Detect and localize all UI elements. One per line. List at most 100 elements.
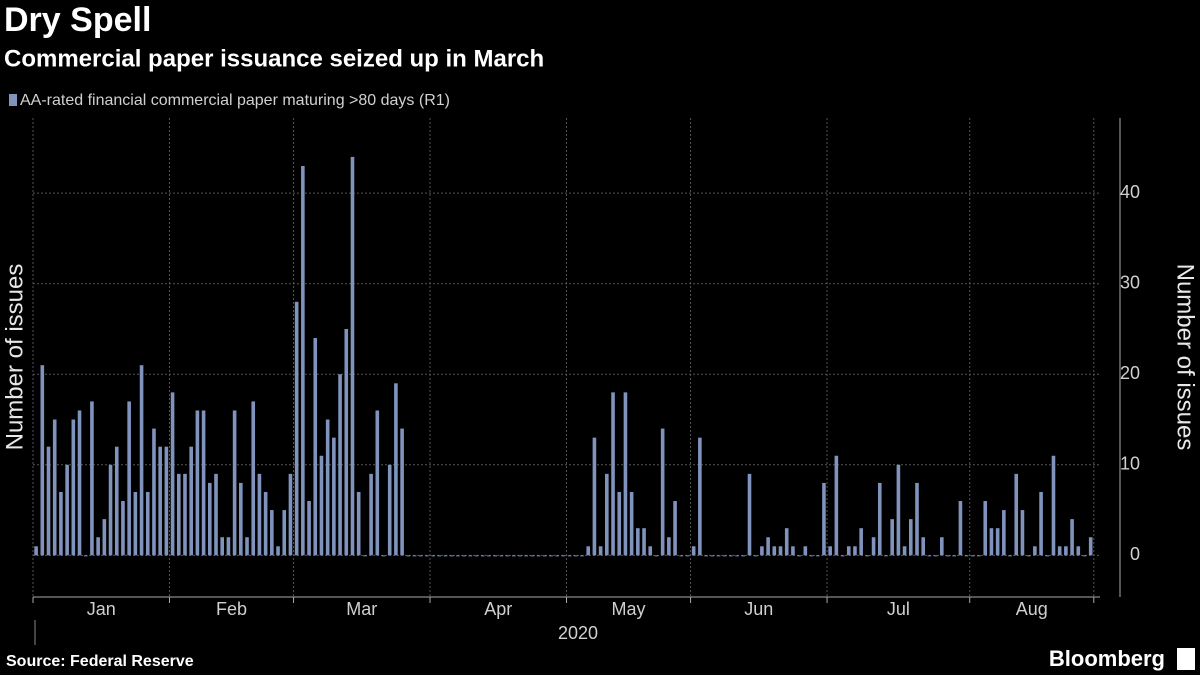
bar <box>152 428 156 556</box>
bar <box>890 519 894 556</box>
bar <box>735 555 739 557</box>
x-tick-label: Mar <box>346 599 377 619</box>
bar <box>753 555 758 557</box>
y-axis-label: Number of issues <box>1 264 28 451</box>
bar <box>301 165 305 556</box>
bar <box>505 555 510 557</box>
bar <box>1076 546 1081 556</box>
bar <box>207 482 212 556</box>
bar <box>418 555 423 557</box>
bar <box>629 491 634 556</box>
bar <box>83 555 88 557</box>
bar <box>108 464 113 556</box>
bar <box>896 464 901 556</box>
bar <box>282 510 287 556</box>
brand-icon <box>1177 648 1195 670</box>
bar <box>425 555 429 557</box>
bar <box>263 491 268 556</box>
bar <box>71 419 76 556</box>
bar <box>877 482 882 556</box>
bar <box>1057 546 1062 556</box>
bar <box>338 374 342 556</box>
bar <box>884 555 888 557</box>
bar <box>691 546 696 556</box>
bar <box>859 528 863 556</box>
bar <box>958 501 963 556</box>
bar <box>226 537 231 556</box>
bar <box>995 528 1000 556</box>
bar <box>381 555 386 557</box>
bar <box>121 501 125 556</box>
bar <box>946 555 950 557</box>
bar <box>574 555 578 557</box>
bar <box>617 491 622 556</box>
bar <box>698 437 702 556</box>
bar <box>77 410 82 556</box>
bar <box>276 546 280 556</box>
x-tick-label: Aug <box>1016 599 1048 619</box>
bar <box>524 555 528 557</box>
bar <box>797 555 801 557</box>
bar <box>648 546 653 556</box>
y-tick-label: 40 <box>1120 182 1140 202</box>
y-tick-label: 30 <box>1120 272 1140 292</box>
bar <box>933 555 938 557</box>
bar <box>1008 555 1012 557</box>
bar <box>114 446 119 556</box>
chart-subtitle: Commercial paper issuance seized up in M… <box>4 45 544 72</box>
bar <box>766 537 770 556</box>
bar <box>660 428 665 556</box>
bar <box>456 555 460 557</box>
bar <box>356 491 361 556</box>
bar <box>561 555 566 557</box>
bar <box>332 437 336 556</box>
bar <box>40 365 45 556</box>
bar <box>251 401 256 556</box>
bar <box>760 546 764 556</box>
bar <box>344 328 349 556</box>
bar <box>270 510 274 556</box>
bar <box>183 473 187 556</box>
bar <box>1064 546 1068 556</box>
bar <box>487 555 491 557</box>
bar <box>102 519 107 556</box>
bar <box>642 528 646 556</box>
bar <box>232 410 237 556</box>
bar <box>598 546 603 556</box>
bar <box>170 392 175 556</box>
bar <box>1082 555 1087 557</box>
bar <box>164 446 169 556</box>
bar <box>145 491 150 556</box>
bar <box>176 473 181 556</box>
bar <box>431 555 435 557</box>
bar <box>722 555 727 557</box>
bar <box>1045 555 1050 557</box>
bar <box>220 537 225 556</box>
bar <box>319 455 324 556</box>
legend-swatch <box>9 94 17 106</box>
bar <box>716 555 721 557</box>
bar <box>462 555 466 557</box>
y-tick-label: 10 <box>1120 454 1140 474</box>
bar <box>394 383 398 556</box>
bar <box>592 437 597 556</box>
bar <box>1051 455 1056 556</box>
bar <box>846 546 851 556</box>
bar <box>499 555 504 557</box>
bar <box>542 555 547 557</box>
bar <box>623 392 628 556</box>
bar <box>791 546 795 556</box>
bar <box>133 491 138 556</box>
bar <box>158 446 162 556</box>
bar <box>363 555 367 557</box>
bar <box>350 156 355 556</box>
bar <box>1088 537 1093 556</box>
bar <box>307 501 311 556</box>
bar <box>493 555 497 557</box>
bar <box>127 401 131 556</box>
bar <box>611 392 615 556</box>
bar <box>1026 555 1031 557</box>
bar <box>313 338 318 556</box>
bar <box>865 555 870 557</box>
